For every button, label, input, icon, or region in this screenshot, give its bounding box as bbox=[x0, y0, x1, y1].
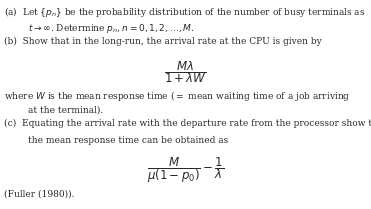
Text: (a)  Let $\{p_n\}$ be the probability distribution of the number of busy termina: (a) Let $\{p_n\}$ be the probability dis… bbox=[4, 5, 366, 19]
Text: $t \rightarrow \infty$. Determine $p_n, n = 0, 1, 2, \ldots, M$.: $t \rightarrow \infty$. Determine $p_n, … bbox=[28, 22, 194, 35]
Text: at the terminal).: at the terminal). bbox=[28, 106, 103, 115]
Text: $\dfrac{M\lambda}{1 + \lambda W}$: $\dfrac{M\lambda}{1 + \lambda W}$ bbox=[164, 60, 207, 85]
Text: where $W$ is the mean response time ($=$ mean waiting time of a job arriving: where $W$ is the mean response time ($=$… bbox=[4, 89, 351, 103]
Text: $\dfrac{M}{\mu(1 - p_0)} - \dfrac{1}{\lambda}$: $\dfrac{M}{\mu(1 - p_0)} - \dfrac{1}{\la… bbox=[147, 156, 224, 185]
Text: (Fuller (1980)).: (Fuller (1980)). bbox=[4, 189, 75, 198]
Text: (b)  Show that in the long-run, the arrival rate at the CPU is given by: (b) Show that in the long-run, the arriv… bbox=[4, 37, 322, 46]
Text: the mean response time can be obtained as: the mean response time can be obtained a… bbox=[28, 136, 228, 145]
Text: (c)  Equating the arrival rate with the departure rate from the processor show t: (c) Equating the arrival rate with the d… bbox=[4, 119, 371, 128]
